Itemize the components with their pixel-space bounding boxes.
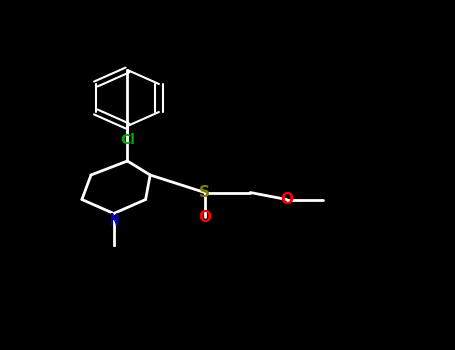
Text: N: N [109,213,118,228]
Text: Cl: Cl [120,133,135,147]
Text: S: S [199,185,210,200]
Text: O: O [198,210,211,224]
Text: O: O [280,192,293,207]
